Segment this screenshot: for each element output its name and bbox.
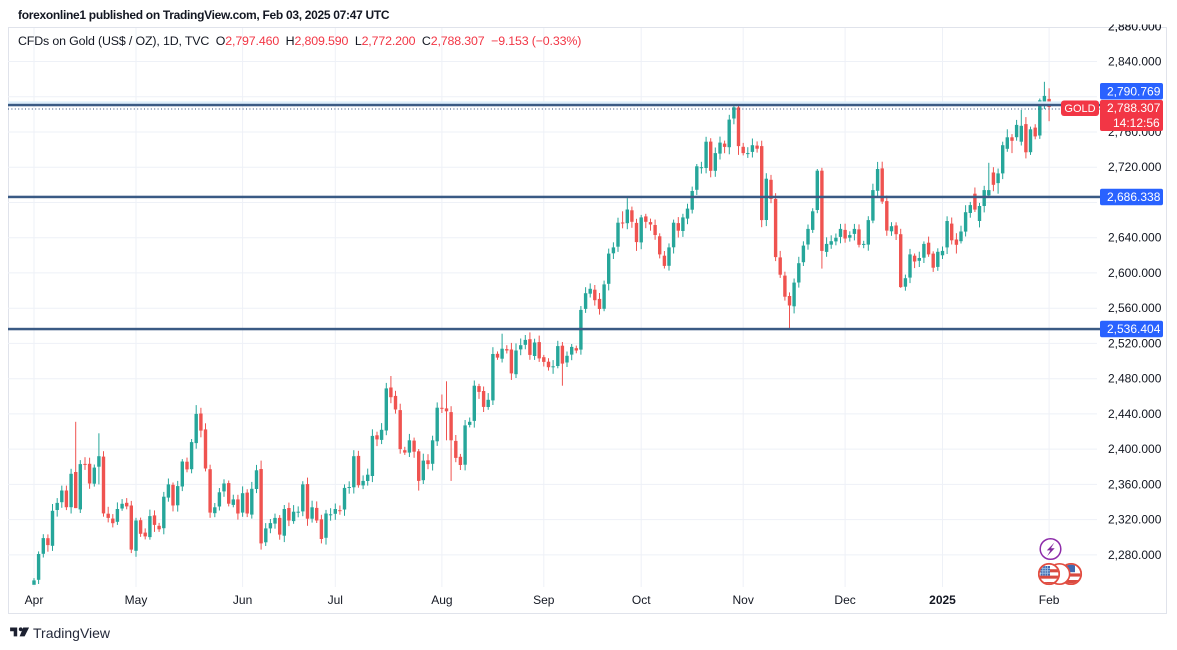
svg-text:14:12:56: 14:12:56 [1113, 116, 1160, 130]
svg-text:Jun: Jun [233, 593, 252, 607]
svg-text:2,560.000: 2,560.000 [1108, 301, 1162, 315]
svg-text:2,536.404: 2,536.404 [1107, 322, 1161, 336]
svg-text:Dec: Dec [834, 593, 855, 607]
svg-text:2,280.000: 2,280.000 [1108, 548, 1162, 562]
svg-text:2,360.000: 2,360.000 [1108, 477, 1162, 491]
svg-text:2,790.769: 2,790.769 [1107, 85, 1161, 99]
svg-text:Sep: Sep [533, 593, 555, 607]
svg-text:Feb: Feb [1039, 593, 1060, 607]
svg-text:2,480.000: 2,480.000 [1108, 372, 1162, 386]
svg-text:2,400.000: 2,400.000 [1108, 442, 1162, 456]
svg-text:2,520.000: 2,520.000 [1108, 336, 1162, 350]
svg-text:2,640.000: 2,640.000 [1108, 231, 1162, 245]
svg-text:GOLD: GOLD [1064, 103, 1095, 115]
svg-text:May: May [125, 593, 148, 607]
svg-text:2,686.338: 2,686.338 [1107, 190, 1161, 204]
svg-text:Apr: Apr [25, 593, 44, 607]
svg-text:2,320.000: 2,320.000 [1108, 513, 1162, 527]
svg-text:2,440.000: 2,440.000 [1108, 407, 1162, 421]
svg-text:2,720.000: 2,720.000 [1108, 160, 1162, 174]
svg-text:Jul: Jul [328, 593, 343, 607]
svg-text:Aug: Aug [431, 593, 452, 607]
svg-text:Nov: Nov [733, 593, 754, 607]
svg-text:2,600.000: 2,600.000 [1108, 266, 1162, 280]
svg-text:2025: 2025 [929, 593, 956, 607]
svg-text:2,788.307: 2,788.307 [1107, 101, 1161, 115]
svg-text:Oct: Oct [632, 593, 651, 607]
svg-text:2,840.000: 2,840.000 [1108, 55, 1162, 69]
